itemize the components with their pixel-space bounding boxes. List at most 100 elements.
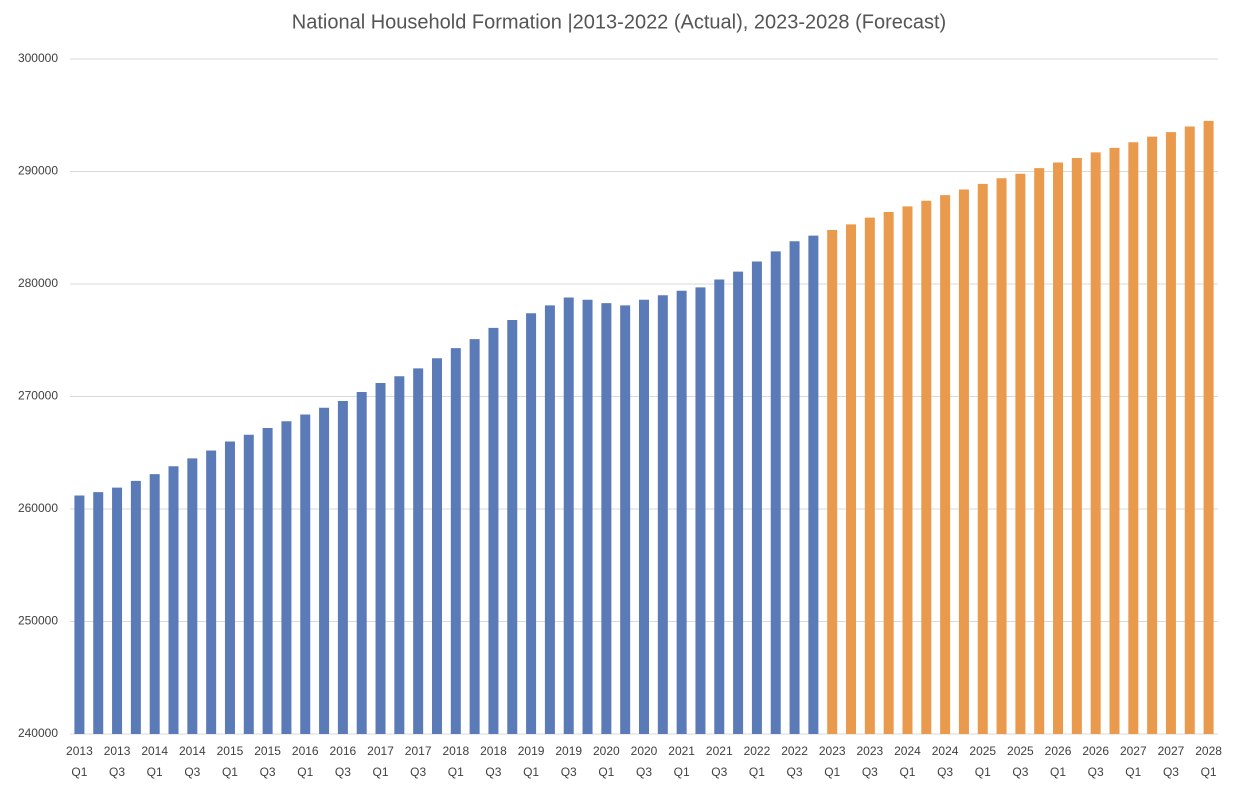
bar — [526, 313, 537, 734]
bar — [601, 303, 612, 734]
x-tick-label: 2016 Q3 — [330, 744, 357, 779]
bar — [620, 305, 631, 734]
bar — [168, 466, 179, 734]
bar — [921, 200, 932, 734]
bar — [112, 487, 123, 734]
bar — [469, 339, 480, 734]
bar — [582, 299, 593, 734]
x-tick-label: 2015 Q1 — [217, 744, 244, 779]
bar — [300, 414, 311, 734]
x-tick-label: 2017 Q3 — [405, 744, 432, 779]
bar — [488, 327, 499, 734]
bar — [507, 320, 518, 734]
x-tick-label: 2027 Q3 — [1158, 744, 1185, 779]
bar — [1184, 126, 1195, 734]
bar — [940, 195, 951, 734]
bar — [544, 305, 555, 734]
x-tick-label: 2014 Q3 — [179, 744, 206, 779]
x-tick-label: 2023 Q3 — [856, 744, 883, 779]
x-tick-label: 2021 Q3 — [706, 744, 733, 779]
bar — [1071, 158, 1082, 734]
chart-title: National Household Formation |2013-2022 … — [292, 11, 946, 33]
bar — [676, 290, 687, 734]
bar — [1034, 168, 1045, 734]
bar — [902, 206, 913, 734]
x-tick-label: 2027 Q1 — [1120, 744, 1147, 779]
bar — [657, 295, 668, 734]
bar — [1147, 136, 1158, 734]
bar — [827, 230, 838, 734]
x-tick-label: 2019 Q3 — [555, 744, 582, 779]
y-tick-label: 290000 — [18, 164, 58, 178]
bar — [149, 474, 160, 734]
x-tick-label: 2015 Q3 — [254, 744, 281, 779]
x-tick-label: 2013 Q3 — [104, 744, 131, 779]
bar — [413, 368, 424, 734]
bar — [375, 383, 386, 734]
bar — [1165, 132, 1176, 734]
bar — [563, 297, 574, 734]
bar — [1203, 120, 1214, 734]
x-tick-label: 2016 Q1 — [292, 744, 319, 779]
bar — [337, 401, 348, 734]
bar — [714, 279, 725, 734]
bar — [262, 428, 273, 734]
bar — [206, 450, 217, 734]
bar — [319, 407, 330, 734]
bar — [1090, 152, 1101, 734]
x-tick-label: 2028 Q1 — [1195, 744, 1222, 779]
bar — [733, 271, 744, 734]
x-tick-label: 2026 Q1 — [1045, 744, 1072, 779]
bar — [639, 299, 649, 734]
x-tick-label: 2023 Q1 — [819, 744, 846, 779]
bar — [93, 492, 104, 734]
x-tick-label: 2018 Q1 — [442, 744, 469, 779]
y-tick-label: 300000 — [18, 51, 58, 65]
bar — [1053, 162, 1064, 734]
x-tick-label: 2020 Q3 — [631, 744, 658, 779]
bar — [1128, 142, 1139, 734]
bar — [770, 251, 781, 734]
x-tick-label: 2025 Q1 — [969, 744, 996, 779]
bar — [356, 392, 367, 734]
bar — [958, 189, 969, 734]
y-tick-label: 260000 — [18, 501, 58, 515]
bar — [431, 358, 442, 734]
bar — [281, 421, 292, 734]
x-tick-label: 2022 Q1 — [744, 744, 771, 779]
y-tick-label: 240000 — [18, 726, 58, 740]
x-tick-label: 2026 Q3 — [1082, 744, 1109, 779]
x-tick-label: 2019 Q1 — [518, 744, 545, 779]
bar — [224, 441, 235, 734]
bar — [394, 376, 405, 734]
bar — [883, 212, 894, 734]
y-tick-label: 270000 — [18, 389, 58, 403]
x-tick-label: 2013 Q1 — [66, 744, 93, 779]
bar — [187, 458, 198, 734]
bar — [130, 480, 141, 734]
bar — [243, 434, 254, 734]
y-tick-label: 250000 — [18, 614, 58, 628]
x-tick-label: 2014 Q1 — [141, 744, 168, 779]
x-tick-label: 2021 Q1 — [668, 744, 695, 779]
x-tick-label: 2020 Q1 — [593, 744, 620, 779]
bar — [695, 287, 706, 734]
bar — [1015, 173, 1026, 734]
bar — [808, 235, 819, 734]
bar — [846, 224, 857, 734]
bar — [1109, 147, 1120, 734]
y-tick-label: 280000 — [18, 276, 58, 290]
x-tick-label: 2024 Q3 — [932, 744, 959, 779]
bar — [977, 183, 988, 734]
bar — [74, 495, 85, 734]
bar — [864, 217, 875, 734]
x-tick-label: 2024 Q1 — [894, 744, 921, 779]
bar — [996, 178, 1007, 734]
x-tick-label: 2018 Q3 — [480, 744, 507, 779]
x-tick-label: 2022 Q3 — [781, 744, 808, 779]
x-tick-label: 2025 Q3 — [1007, 744, 1034, 779]
bar — [450, 348, 461, 734]
x-tick-label: 2017 Q1 — [367, 744, 394, 779]
bar — [789, 241, 800, 734]
